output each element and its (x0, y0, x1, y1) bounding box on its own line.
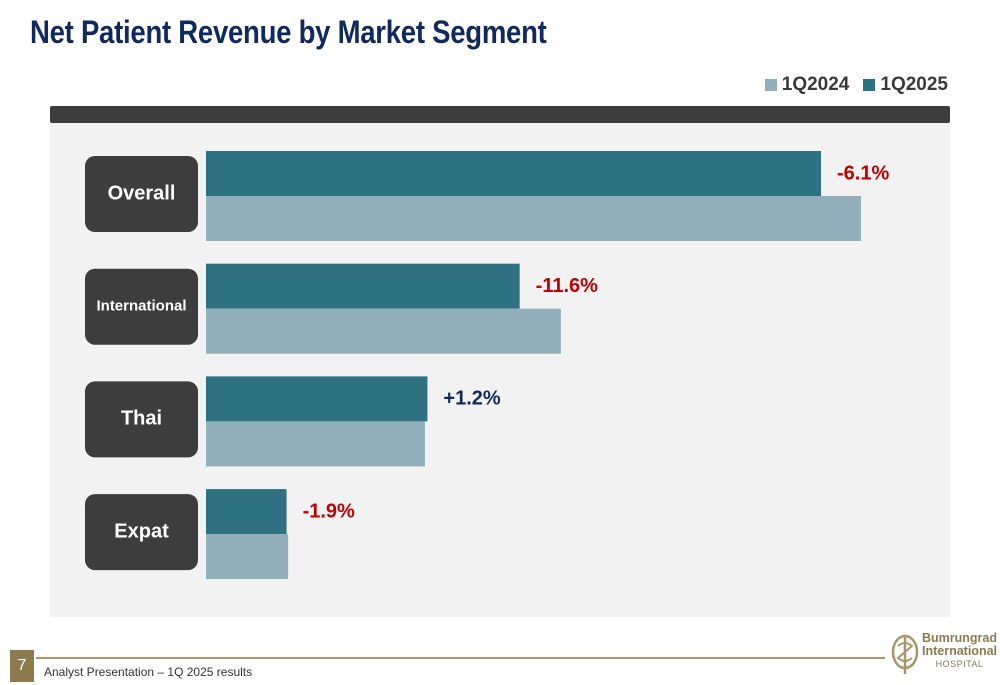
chart-header-bar (50, 106, 950, 123)
page-number: 7 (10, 650, 34, 682)
caduceus-icon (891, 634, 919, 674)
legend-swatch-1q2025 (863, 79, 876, 91)
legend-swatch-1q2024 (764, 79, 777, 91)
change-label-international: -11.6% (536, 275, 598, 297)
category-box-international (85, 268, 198, 345)
change-label-thai: +1.2% (443, 388, 500, 410)
bar-1q2024-expat (206, 534, 289, 580)
bar-1q2024-thai (206, 421, 425, 467)
bar-1q2024-international (206, 308, 561, 354)
change-label-overall: -6.1% (837, 162, 889, 184)
bar-1q2025-overall (206, 151, 822, 196)
bar-chart: Overall -6.1% International -11.6% Thai +1.2%… (85, 151, 889, 580)
category-label-international: International (96, 298, 186, 315)
category-box-overall (85, 156, 198, 232)
category-label-expat: Expat (114, 520, 169, 542)
bar-1q2025-international (206, 263, 520, 309)
legend-item-1q2024: 1Q2024 (764, 74, 850, 96)
bar-1q2025-expat (206, 489, 287, 535)
page-title: Net Patient Revenue by Market Segment (30, 14, 547, 50)
hospital-logo: Bumrungrad International HOSPITAL (890, 630, 998, 680)
category-label-thai: Thai (121, 408, 162, 430)
logo-line-2: International (922, 644, 998, 658)
chart-plot-area: Overall -6.1% International -11.6% Thai +1.2%… (50, 123, 950, 617)
category-label-overall: Overall (108, 182, 176, 204)
chart-legend: 1Q2024 1Q2025 (764, 74, 948, 96)
legend-label-1q2024: 1Q2024 (781, 74, 850, 95)
bar-1q2025-thai (206, 376, 428, 422)
bar-1q2024-overall (206, 196, 861, 241)
legend-item-1q2025: 1Q2025 (863, 74, 948, 96)
logo-text: Bumrungrad International HOSPITAL (922, 632, 997, 671)
category-box-expat (85, 494, 198, 571)
change-label-expat: -1.9% (303, 500, 355, 522)
logo-line-1: Bumrungrad (922, 631, 997, 645)
footer-text: Analyst Presentation – 1Q 2025 results (44, 665, 253, 679)
footer-divider (36, 657, 885, 659)
logo-line-3: HOSPITAL (935, 659, 984, 669)
category-box-thai (85, 381, 198, 458)
legend-label-1q2025: 1Q2025 (880, 74, 948, 95)
